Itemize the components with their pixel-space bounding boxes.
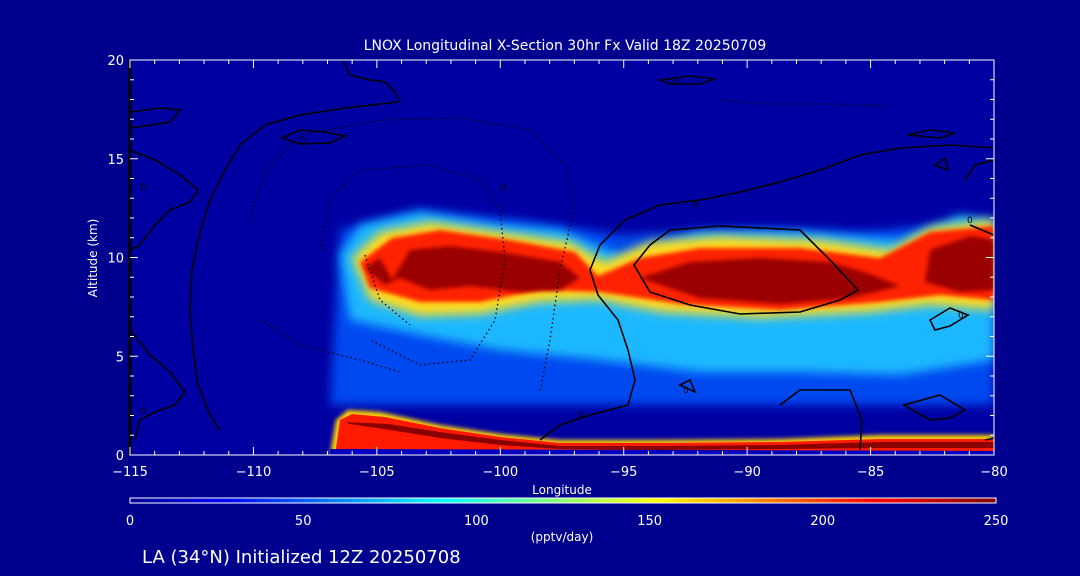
colorbar-tick-label: 0: [126, 514, 134, 529]
surface-band-darkred: [345, 422, 994, 450]
contour-label: 0: [958, 311, 964, 321]
contour-label: 0: [140, 407, 146, 417]
contour-line: [969, 224, 994, 236]
contour-label: 0: [300, 136, 306, 146]
x-axis-label: Longitude: [532, 483, 592, 497]
dotted-contour-line: [364, 254, 411, 326]
chart-title: LNOX Longitudinal X-Section 30hr Fx Vali…: [364, 38, 767, 54]
y-tick-label: 0: [116, 449, 124, 464]
x-axis: −115 −110 −105 −100 −95 −90 −85 −80: [112, 60, 1008, 480]
contour-label: 0: [673, 77, 679, 87]
colorbar-tick-label: 100: [464, 514, 489, 529]
surface-band-bottom: [330, 449, 994, 455]
colorbar-tick-label: 50: [295, 514, 312, 529]
x-tick-label: −110: [236, 465, 272, 480]
contour-line: [779, 389, 863, 451]
contours: [130, 60, 994, 451]
colorbar-tick-label: 250: [984, 514, 1009, 529]
y-tick-label: 5: [116, 350, 124, 365]
x-tick-label: −105: [359, 465, 395, 480]
dotted-contour-line: [719, 99, 891, 107]
dotted-contour-line: [259, 319, 401, 373]
heatmap: 0 0 0 0 0 0 0 0 0 0: [130, 60, 994, 455]
contour-line: [678, 378, 697, 394]
contour-labels: 0 0 0 0 0 0 0 0 0 0: [140, 77, 973, 421]
x-tick-label: −100: [482, 465, 518, 480]
colorbar-ticks: 0 50 100 150 200 250: [126, 514, 1009, 529]
y-tick-label: 15: [107, 153, 124, 168]
contour-line: [539, 144, 994, 441]
contour-line: [279, 129, 348, 145]
contour-line: [928, 307, 970, 331]
x-tick-label: −115: [112, 465, 148, 480]
contour-line: [189, 101, 399, 431]
y-axis-label: Altitude (km): [86, 219, 100, 298]
y-tick-label: 20: [107, 54, 124, 69]
contour-line: [933, 156, 950, 172]
contour-label: 0: [683, 386, 689, 396]
contour-label: 0: [693, 200, 699, 210]
contour-line: [901, 394, 967, 421]
colorbar: 0 50 100 150 200 250 (pptv/day): [126, 497, 1009, 544]
contour-line: [342, 60, 401, 103]
x-tick-label: −80: [980, 465, 1007, 480]
x-tick-label: −95: [610, 465, 637, 480]
footer-text: LA (34°N) Initialized 12Z 20250708: [142, 547, 461, 568]
y-tick-label: 10: [107, 252, 124, 267]
contour-label: 0: [578, 411, 584, 421]
colorbar-gradient: [130, 498, 996, 503]
contour-line: [130, 329, 187, 441]
colorbar-label: (pptv/day): [531, 530, 594, 544]
colorbar-tick-label: 150: [637, 514, 662, 529]
x-tick-label: −90: [733, 465, 760, 480]
dotted-contours: [249, 99, 891, 393]
contour-line: [633, 225, 860, 315]
contour-line: [907, 129, 956, 139]
colorbar-frame: [129, 497, 997, 504]
dotted-contour-line: [249, 117, 576, 393]
colorbar-tick-label: 200: [810, 514, 835, 529]
x-tick-label: −85: [857, 465, 884, 480]
contour-line: [984, 437, 994, 441]
contour-label: 0: [967, 216, 973, 226]
contour-line: [130, 107, 182, 129]
contour-line: [130, 149, 200, 251]
contour-line: [964, 159, 994, 181]
contour-label: 0: [140, 183, 146, 193]
heatmap-layer-darkred: [365, 236, 994, 304]
contour-label: 0: [500, 183, 506, 193]
contour-line: [656, 75, 716, 85]
y-axis: 0 5 10 15 20: [107, 54, 994, 464]
